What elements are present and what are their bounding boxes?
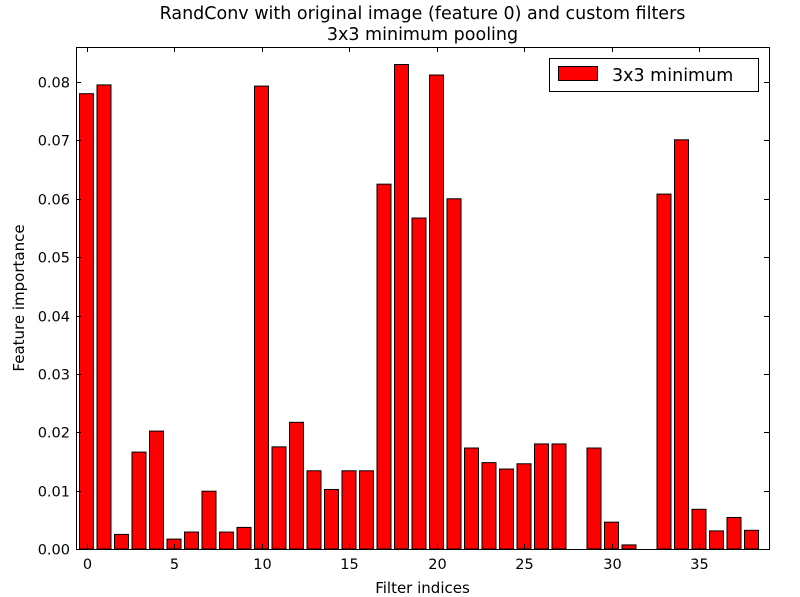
bar-filter-10 (254, 85, 269, 550)
y-tick-label: 0.00 (38, 543, 70, 559)
bar-filter-34 (674, 139, 689, 550)
bar-filter-7 (201, 490, 217, 550)
bar-filter-6 (184, 531, 199, 550)
legend-swatch (558, 66, 598, 81)
y-tick-label: 0.02 (38, 426, 70, 442)
y-tick-label: 0.03 (38, 368, 70, 384)
bar-filter-16 (359, 470, 374, 550)
y-axis-label: Feature importance (10, 224, 28, 371)
bar-filter-19 (411, 217, 427, 550)
ticks-group: 0 5 10 15 20 25 30 35 0.00 0.01 0.02 0.03 0.04 0.05 0.… (38, 47, 769, 573)
bar-filter-12 (289, 421, 304, 550)
bar-filter-30 (604, 521, 619, 550)
x-tick-label: 30 (603, 557, 621, 573)
x-axis-label: Filter indices (375, 579, 470, 597)
bar-filter-8 (219, 531, 234, 550)
legend-label: 3x3 minimum (612, 66, 733, 86)
bar-filter-25 (516, 463, 532, 550)
y-tick-label: 0.04 (38, 310, 70, 326)
legend: 3x3 minimum (549, 58, 759, 92)
bar-filter-33 (656, 193, 672, 550)
x-tick-label: 15 (340, 557, 358, 573)
bar-filter-26 (534, 443, 549, 550)
bar-filter-3 (131, 451, 147, 550)
x-tick-label: 10 (253, 557, 271, 573)
y-tick-label: 0.08 (38, 76, 70, 92)
bar-filter-9 (236, 526, 252, 550)
y-tick-label: 0.06 (38, 193, 70, 209)
bar-filter-31 (621, 544, 637, 550)
x-tick-label: 20 (428, 557, 446, 573)
bar-filter-36 (709, 530, 724, 550)
chart-title: RandConv with original image (feature 0)… (160, 4, 686, 24)
bar-filter-17 (376, 183, 392, 550)
bar-filter-21 (446, 198, 462, 550)
bar-filter-15 (341, 470, 357, 550)
bars-group (79, 64, 759, 550)
bar-filter-29 (586, 447, 602, 550)
bar-filter-14 (324, 488, 339, 550)
bar-filter-2 (114, 533, 129, 550)
chart-subtitle: 3x3 minimum pooling (327, 25, 518, 45)
bar-filter-37 (726, 516, 742, 550)
bar-filter-18 (394, 64, 409, 550)
bar-filter-35 (691, 508, 707, 550)
x-tick-label: 5 (170, 557, 179, 573)
bar-filter-23 (481, 462, 497, 550)
plot-area-frame (76, 47, 770, 550)
bar-filter-1 (96, 84, 112, 550)
x-tick-label: 0 (83, 557, 92, 573)
bar-filter-11 (271, 446, 287, 550)
x-tick-label: 35 (690, 557, 708, 573)
bar-filter-13 (306, 470, 322, 550)
y-tick-label: 0.05 (38, 251, 70, 267)
y-tick-label: 0.07 (38, 134, 70, 150)
bar-filter-24 (499, 468, 514, 550)
bar-filter-4 (149, 430, 164, 550)
bar-filter-27 (551, 443, 567, 550)
bar-filter-38 (744, 529, 759, 550)
bar-filter-20 (429, 74, 444, 550)
bar-filter-22 (464, 447, 479, 550)
x-tick-label: 25 (515, 557, 533, 573)
y-tick-label: 0.01 (38, 485, 70, 501)
bar-filter-0 (79, 93, 94, 550)
